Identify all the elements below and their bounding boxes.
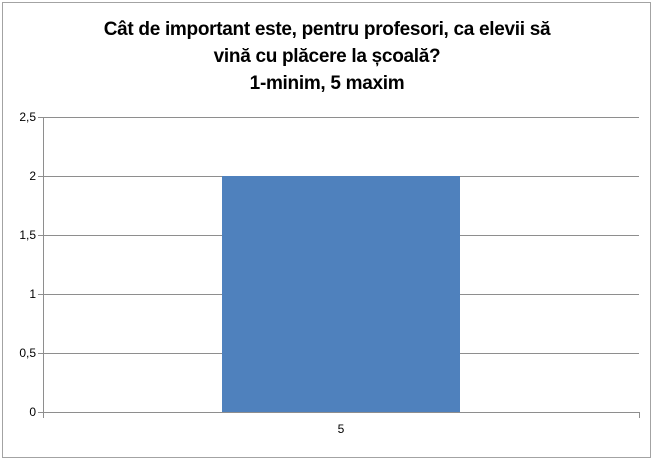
chart-title: Cât de important este, pentru profesori,…	[0, 16, 654, 97]
y-axis-tick	[38, 294, 43, 295]
y-axis-tick-label: 1	[29, 287, 36, 301]
y-axis-tick-label: 2	[29, 169, 36, 183]
y-axis-tick	[38, 412, 43, 413]
y-axis-tick	[38, 235, 43, 236]
y-axis-tick-label: 0	[29, 405, 36, 419]
y-axis-tick-label: 0,5	[19, 346, 36, 360]
y-axis-tick-label: 1,5	[19, 228, 36, 242]
y-axis-tick	[38, 353, 43, 354]
gridline	[43, 117, 639, 118]
y-axis-tick	[38, 176, 43, 177]
chart-title-line: vină cu plăcere la școală?	[213, 46, 441, 67]
chart-title-line: Cât de important este, pentru profesori,…	[103, 19, 551, 40]
y-axis-tick	[38, 117, 43, 118]
chart-title-line: 1-minim, 5 maxim	[249, 73, 405, 94]
x-axis-line	[43, 412, 639, 413]
y-axis-tick-label: 2,5	[19, 110, 36, 124]
y-axis-line	[43, 117, 44, 418]
bar	[222, 176, 460, 412]
x-axis-category-label: 5	[337, 422, 345, 436]
x-axis-end-tick	[639, 412, 640, 418]
